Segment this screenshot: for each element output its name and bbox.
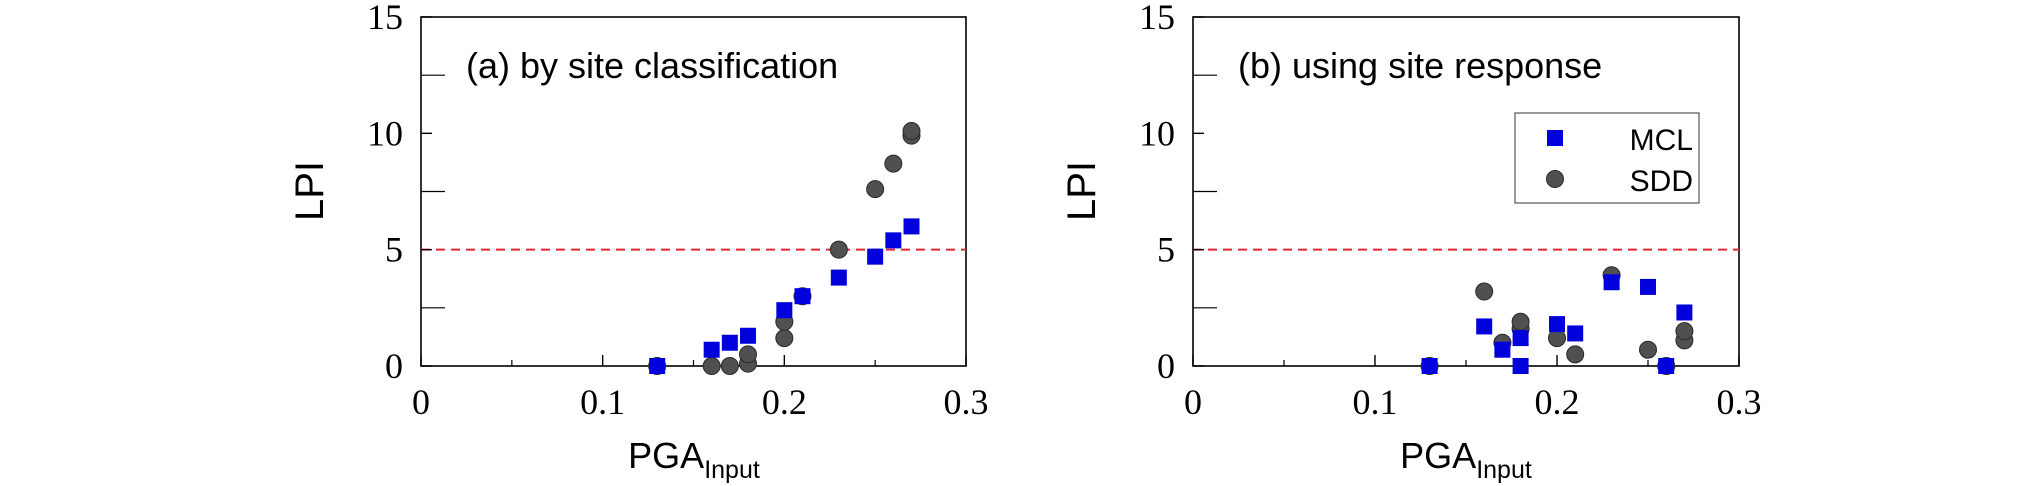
panel-a-point-mcl (649, 358, 666, 374)
panel-a-ytick-label: 0 (385, 346, 403, 386)
panel-b-xlabel-sub: Input (1476, 456, 1532, 484)
panel-b-xtick-label: 0 (1184, 382, 1202, 422)
panel-a-point-mcl (830, 269, 847, 286)
panel-b-point-mcl (1603, 274, 1620, 291)
panel-b-marks (1193, 248, 1739, 375)
panel-b-point-sdd (1566, 345, 1585, 364)
panel-a-marks (421, 122, 966, 375)
legend-marker-sdd (1546, 170, 1564, 188)
panel-a-xlabel-sub: Input (704, 456, 760, 484)
panel-a-xtick-label: 0 (412, 382, 430, 422)
panel-a-point-sdd (775, 329, 794, 348)
panel-b-ticks: 0 0.1 0.2 0.3 0 5 10 15 (1139, 0, 1762, 422)
panel-a-xlabel: PGAInput (628, 435, 760, 484)
panel-a-ticks: 0 0.1 0.2 0.3 0 5 10 15 (367, 0, 989, 422)
panel-b-point-sdd (1511, 312, 1530, 331)
panel-a-point-mcl (740, 327, 756, 344)
panel-b-point-mcl (1476, 318, 1493, 335)
panel-a-point-mcl (721, 334, 738, 351)
panel-a-xtick-label: 0.3 (944, 382, 989, 422)
panel-b-point-mcl (1512, 358, 1529, 374)
panel-a-ytick-label: 5 (385, 230, 403, 270)
panel-b-ytick-label: 10 (1139, 113, 1175, 153)
panel-a-point-mcl (903, 218, 920, 235)
panel-b-xtick-label: 0.3 (1717, 382, 1762, 422)
panel-a-point-sdd (902, 122, 921, 141)
panel-a-ylabel: LPI (288, 161, 332, 221)
panel-b-point-mcl (1640, 278, 1656, 295)
panel-b-title: (b) using site response (1238, 45, 1602, 86)
panel-a-xtick-label: 0.1 (580, 382, 625, 422)
legend-marker-mcl (1547, 130, 1563, 146)
panel-b-ytick-label: 0 (1157, 346, 1175, 386)
legend: MCL SDD (1514, 112, 1700, 204)
panel-b-ytick-label: 15 (1139, 0, 1175, 37)
panel-b-point-mcl (1494, 341, 1511, 358)
panel-b-point-sdd (1548, 329, 1566, 348)
panel-b-xtick-label: 0.1 (1353, 382, 1398, 422)
panel-a-point-mcl (703, 341, 720, 358)
panel-a: 0 0.1 0.2 0.3 0 5 10 15 (a) by site classificat… (288, 0, 989, 484)
panel-a-xtick-label: 0.2 (762, 382, 807, 422)
panel-b-point-mcl (1421, 358, 1438, 374)
panel-b-point-mcl (1676, 304, 1693, 321)
panel-a-point-mcl (794, 288, 811, 305)
legend-box (1514, 112, 1700, 204)
panel-b-point-mcl (1658, 358, 1675, 374)
panel-b-point-mcl (1549, 316, 1565, 333)
panel-a-point-sdd (720, 357, 739, 375)
panel-a-point-mcl (885, 232, 902, 249)
panel-b-xlabel: PGAInput (1400, 435, 1532, 484)
panel-b-xlabel-main: PGA (1400, 435, 1476, 476)
panel-a-xlabel-main: PGA (628, 435, 704, 476)
legend-label-mcl: MCL (1630, 124, 1693, 157)
panel-a-point-sdd (702, 357, 721, 375)
panel-b-point-mcl (1512, 330, 1529, 347)
panel-b-ylabel: LPI (1060, 161, 1104, 221)
panel-a-point-mcl (867, 248, 884, 265)
panel-b-xtick-label: 0.2 (1535, 382, 1580, 422)
panel-b: 0 0.1 0.2 0.3 0 5 10 15 (b) using site response… (1060, 0, 1762, 484)
panel-a-point-sdd (829, 240, 848, 259)
panel-a-point-sdd (884, 154, 903, 173)
panel-b-ytick-label: 5 (1157, 230, 1175, 270)
panel-a-ytick-label: 10 (367, 113, 403, 153)
panel-b-point-sdd (1475, 282, 1494, 301)
legend-label-sdd: SDD (1630, 165, 1693, 198)
panel-a-point-sdd (739, 345, 757, 364)
panel-b-point-sdd (1675, 322, 1694, 341)
panel-b-point-sdd (1639, 340, 1657, 359)
panel-b-point-mcl (1567, 325, 1584, 342)
panel-a-point-sdd (866, 180, 885, 199)
panel-a-title: (a) by site classification (466, 45, 838, 86)
panel-a-point-mcl (776, 302, 793, 319)
panel-a-ytick-label: 15 (367, 0, 403, 37)
